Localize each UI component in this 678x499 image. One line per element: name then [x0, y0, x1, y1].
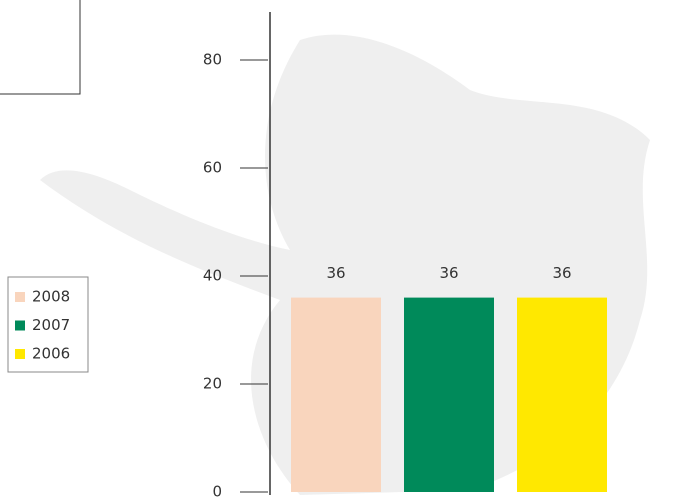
legend-swatch — [15, 321, 25, 331]
value-label: 36 — [552, 264, 571, 282]
legend-label: 2006 — [32, 345, 70, 363]
chart: 0 20 40 60 80 36 2008 36 2007 36 2006 — [0, 0, 678, 499]
legend-swatch — [15, 292, 25, 302]
bar — [404, 298, 494, 492]
legend-swatch — [15, 349, 25, 359]
legend-label: 2007 — [32, 316, 70, 334]
page: {"chart_data": {"type": "bar", "categori… — [0, 0, 678, 499]
value-label: 36 — [326, 264, 345, 282]
empty-box — [0, 0, 80, 94]
bar — [517, 298, 607, 492]
y-tick-label: 20 — [203, 375, 222, 393]
legend-label: 2008 — [32, 288, 70, 306]
y-tick-label: 80 — [203, 51, 222, 69]
y-tick-label: 40 — [203, 267, 222, 285]
bar — [291, 298, 381, 492]
y-tick-label: 60 — [203, 159, 222, 177]
value-label: 36 — [439, 264, 458, 282]
y-tick-label: 0 — [212, 483, 222, 499]
